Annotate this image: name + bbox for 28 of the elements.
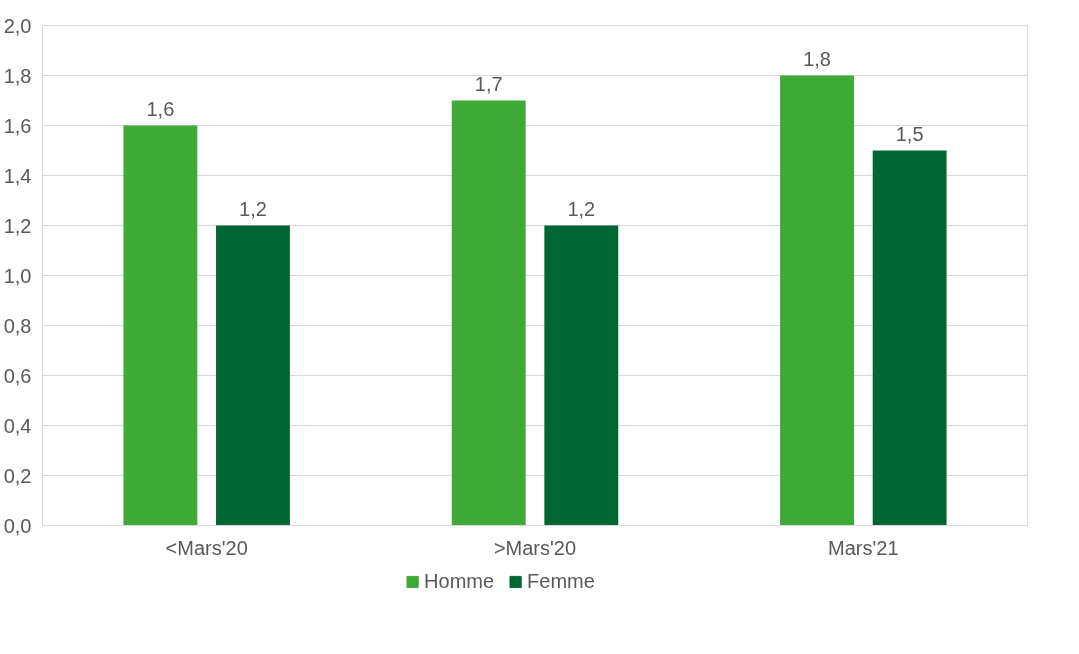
y-tick-label: 0,4 <box>3 414 32 437</box>
y-tick-label: 1,4 <box>3 164 32 187</box>
data-label: 1,6 <box>146 97 175 120</box>
data-label: 1,7 <box>474 72 503 95</box>
legend-label: Homme <box>424 569 495 593</box>
x-tick-label: <Mars'20 <box>165 536 248 559</box>
x-tick-label: >Mars'20 <box>493 536 577 559</box>
bar <box>872 150 947 526</box>
y-tick-label: 0,2 <box>3 464 32 487</box>
bar <box>123 125 198 526</box>
y-tick-label: 0,6 <box>3 364 32 387</box>
y-tick-label: 1,8 <box>3 64 32 87</box>
bar <box>216 225 290 526</box>
y-tick-label: 0,8 <box>3 314 32 337</box>
data-label: 1,8 <box>803 47 831 70</box>
bar <box>544 225 619 526</box>
y-tick-label: 1,2 <box>3 214 32 237</box>
y-tick-label: 0,0 <box>3 514 32 537</box>
data-label: 1,2 <box>567 197 596 220</box>
bar <box>780 75 854 526</box>
y-tick-label: 1,0 <box>3 264 32 287</box>
data-label: 1,2 <box>239 197 267 220</box>
data-label: 1,5 <box>895 122 924 145</box>
y-tick-label: 1,6 <box>3 114 32 137</box>
legend-label: Femme <box>527 569 595 593</box>
bar <box>451 100 526 526</box>
y-tick-label: 2,0 <box>3 14 32 37</box>
x-tick-label: Mars'21 <box>828 536 899 559</box>
